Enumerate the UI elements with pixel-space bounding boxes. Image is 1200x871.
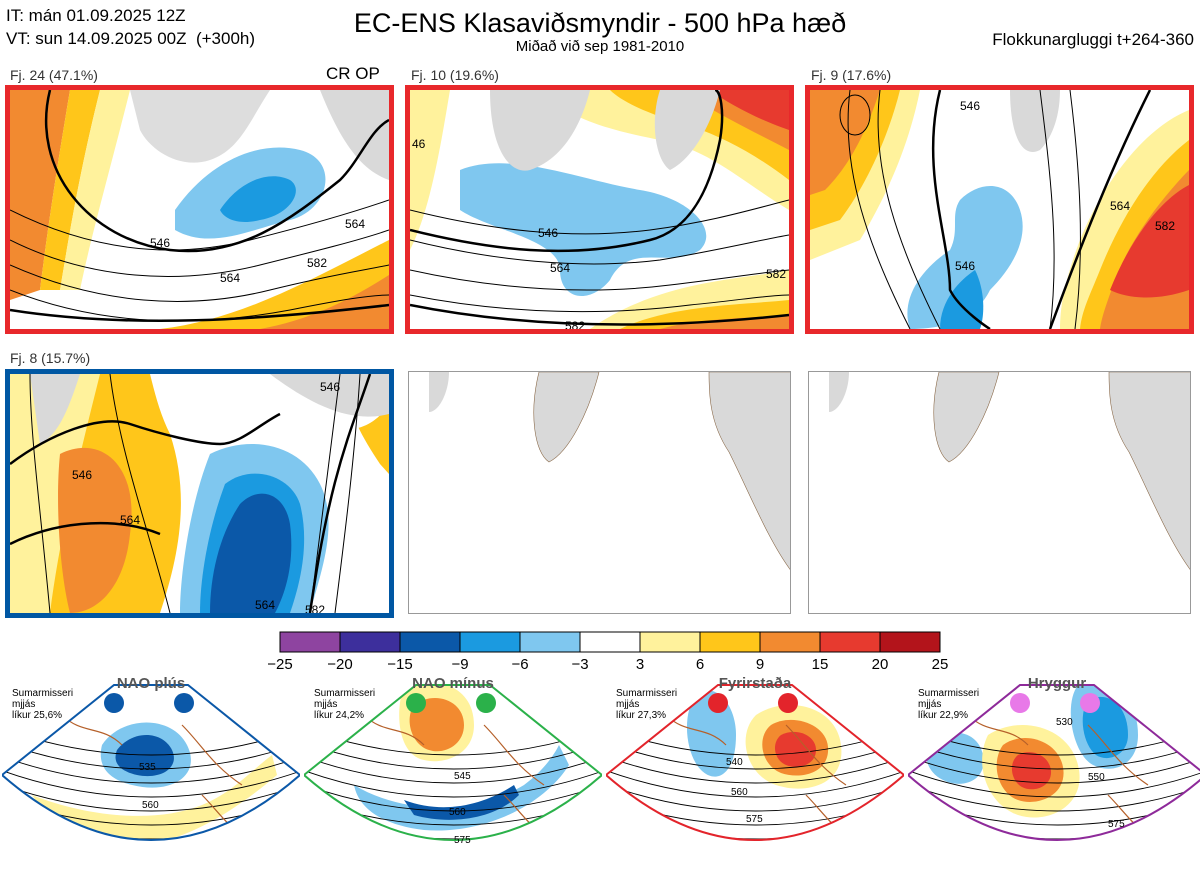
contour-label: 546 [960,99,980,113]
regime-map: 540 560 575 [606,684,904,841]
classification-window: Flokkunargluggi t+264-360 [992,30,1194,49]
regime-contour-label: 535 [139,762,156,773]
contour-label: 564 [345,217,365,231]
cluster-map-3[interactable]: 546 564 582 546 [805,85,1194,334]
contour-label: 546 [72,468,92,482]
regime-panel: 530 550 575 Hryggur Sumarmisseri mjjás líkur… [908,675,1200,871]
colorbar-swatch [279,631,341,653]
colorbar [279,631,941,653]
initial-time: IT: mán 01.09.2025 12Z [6,6,186,25]
colorbar-swatch [579,631,641,653]
regime-map: 530 550 575 [908,684,1200,841]
colorbar-swatch [639,631,701,653]
contour-label: 582 [565,319,585,329]
regime-title: NAO mínus [412,675,494,692]
cluster-map-1[interactable]: 546 564 582 564 [5,85,394,334]
contour-label: 46 [412,137,426,151]
regime-contour-label: 575 [1108,819,1125,830]
regime-panel: 540 560 575 Fyrirstaða Sumarmisseri mjjás lí… [606,675,904,871]
regime-probability-text: Sumarmisseri mjjás líkur 22,9% [918,688,980,721]
regime-panel: 535 560 NAO plús Sumarmisseri mjjás líkur 2… [2,675,300,871]
panel-3-label: Fj. 9 (17.6%) [811,67,892,83]
contour-label: 564 [120,513,140,527]
colorbar-swatch [339,631,401,653]
cluster-map-4[interactable]: 546 564 582 546 564 [5,369,394,618]
colorbar-tick-label: −15 [387,656,413,673]
contour-label: 546 [538,226,558,240]
colorbar-swatch [879,631,941,653]
colorbar-tick-label: 3 [635,656,645,673]
contour-label: 546 [955,259,975,273]
regime-dot-icon [1010,693,1030,713]
colorbar-tick-label: −3 [571,656,589,673]
colorbar-tick-label: 6 [695,656,705,673]
regime-contour-label: 540 [726,757,743,768]
regime-dot-icon [476,693,496,713]
regime-probability-text: Sumarmisseri mjjás líkur 24,2% [314,688,376,721]
regime-contour-label: 575 [454,835,471,846]
colorbar-tick-label: −25 [267,656,293,673]
contour-label: 546 [320,380,340,394]
panel-1-label: Fj. 24 (47.1%) [10,67,98,83]
page-subtitle: Miðað við sep 1981-2010 [515,38,685,55]
colorbar-tick-label: 15 [811,656,829,673]
contour-label: 564 [255,598,275,612]
colorbar-swatch [699,631,761,653]
contour-label: 564 [1110,199,1130,213]
regime-contour-label: 530 [1056,717,1073,728]
regime-map: 545 560 575 [304,684,602,846]
contour-label: 546 [150,236,170,250]
panel-1-tag: CR OP [326,64,380,83]
regime-contour-label: 560 [449,807,466,818]
regime-title: Fyrirstaða [718,675,792,692]
contour-label: 582 [766,267,786,281]
colorbar-swatch [759,631,821,653]
colorbar-swatch [399,631,461,653]
contour-label: 582 [305,603,325,613]
colorbar-tick-label: −9 [451,656,469,673]
regime-dot-icon [104,693,124,713]
colorbar-swatch [459,631,521,653]
colorbar-tick-label: 25 [931,656,949,673]
regime-contour-label: 545 [454,771,471,782]
colorbar-tick-label: 20 [871,656,889,673]
regime-dot-icon [1080,693,1100,713]
page-title: EC-ENS Klasaviðsmyndir - 500 hPa hæð [353,8,847,38]
regime-dot-icon [778,693,798,713]
regime-contour-label: 575 [746,814,763,825]
colorbar-tick-label: −20 [327,656,353,673]
contour-label: 582 [307,256,327,270]
empty-map-6 [808,371,1191,614]
regime-contour-label: 550 [1088,772,1105,783]
colorbar-tick-label: 9 [755,656,765,673]
contour-label: 582 [1155,219,1175,233]
regime-title: NAO plús [116,675,186,692]
forecast-times: IT: mán 01.09.2025 12Z VT: sun 14.09.202… [6,4,255,50]
regime-dot-icon [406,693,426,713]
regime-dot-icon [174,693,194,713]
colorbar-tick-label: −6 [511,656,529,673]
regime-dot-icon [708,693,728,713]
panel-4-label: Fj. 8 (15.7%) [10,350,91,366]
empty-map-5 [408,371,791,614]
panel-2-label: Fj. 10 (19.6%) [411,67,499,83]
regime-panel: 545 560 575 NAO mínus Sumarmisseri mjjás lík… [304,675,602,871]
cluster-map-2[interactable]: 546 564 582 46 582 [405,85,794,334]
colorbar-swatch [519,631,581,653]
contour-label: 564 [550,261,570,275]
valid-time: VT: sun 14.09.2025 00Z (+300h) [6,29,256,48]
regime-probability-text: Sumarmisseri mjjás líkur 27,3% [616,688,678,721]
colorbar-swatch [819,631,881,653]
regime-contour-label: 560 [142,800,159,811]
contour-label: 564 [220,271,240,285]
regime-probability-text: Sumarmisseri mjjás líkur 25,6% [12,688,74,721]
regime-title: Hryggur [1027,675,1087,692]
regime-contour-label: 560 [731,787,748,798]
regime-map: 535 560 [2,684,300,841]
